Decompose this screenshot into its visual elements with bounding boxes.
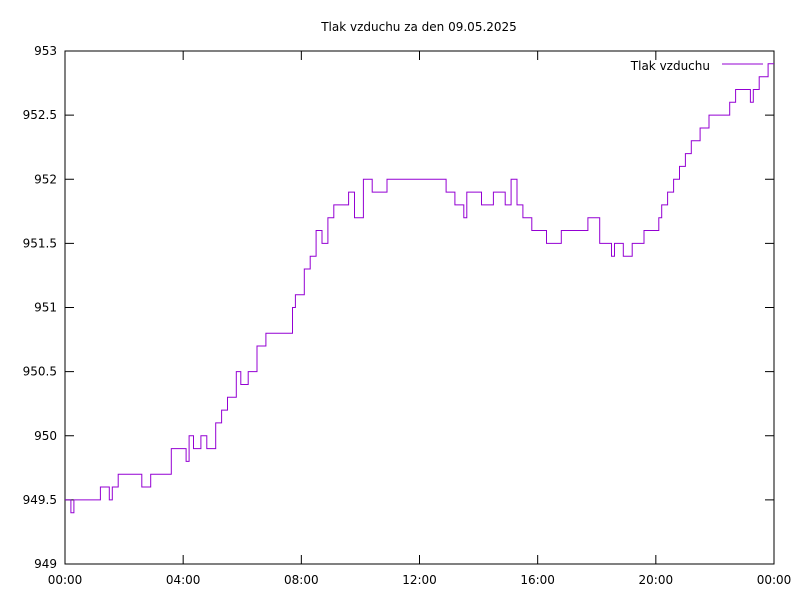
legend: Tlak vzduchu: [630, 59, 763, 73]
x-axis-ticks: 00:00 04:00 08:00 12:00 16:00 20:00 00:00: [48, 51, 792, 587]
plot-frame: [64, 50, 775, 565]
y-tick-label: 949: [34, 557, 57, 571]
y-tick-label: 953: [34, 44, 57, 58]
y-tick-label: 950.5: [23, 365, 57, 379]
x-tick-label: 16:00: [520, 573, 555, 587]
y-tick-label: 952.5: [23, 108, 57, 122]
y-axis-ticks: 949 949.5 950 950.5 951 951.5 952 952.5 953: [23, 44, 774, 571]
x-tick-label: 00:00: [48, 573, 83, 587]
x-tick-label: 20:00: [639, 573, 674, 587]
y-tick-label: 951.5: [23, 236, 57, 250]
chart-title: Tlak vzduchu za den 09.05.2025: [320, 20, 517, 34]
x-tick-label: 04:00: [166, 573, 201, 587]
x-tick-label: 08:00: [284, 573, 319, 587]
legend-label: Tlak vzduchu: [630, 59, 710, 73]
y-tick-label: 952: [34, 172, 57, 186]
y-tick-label: 949.5: [23, 493, 57, 507]
series-line-tlak-vzduchu: [65, 63, 774, 514]
x-tick-label: 00:00: [757, 573, 792, 587]
y-tick-label: 950: [34, 429, 57, 443]
x-tick-label: 12:00: [402, 573, 437, 587]
y-tick-label: 951: [34, 301, 57, 315]
